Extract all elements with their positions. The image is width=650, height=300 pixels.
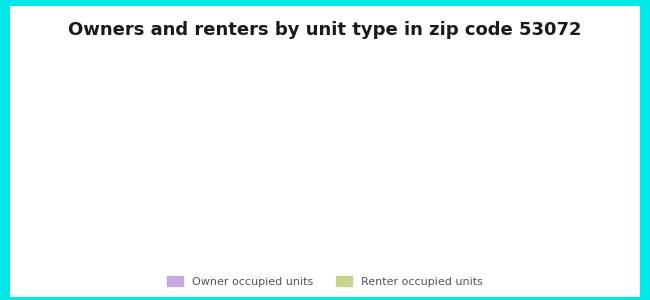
Bar: [572, 245, 595, 246]
Bar: [454, 210, 476, 246]
Bar: [361, 223, 383, 246]
Bar: [149, 217, 172, 246]
Bar: [502, 244, 524, 246]
Bar: [172, 228, 194, 246]
Bar: [78, 87, 101, 246]
Bar: [242, 228, 265, 246]
Bar: [219, 239, 242, 246]
Bar: [595, 201, 618, 246]
Text: Owners and renters by unit type in zip code 53072: Owners and renters by unit type in zip c…: [68, 21, 582, 39]
Bar: [290, 237, 313, 246]
Bar: [524, 217, 547, 246]
Bar: [313, 230, 335, 246]
Legend: Owner occupied units, Renter occupied units: Owner occupied units, Renter occupied un…: [162, 272, 488, 291]
Bar: [101, 235, 124, 246]
Bar: [431, 244, 454, 246]
Text: City-Data.com: City-Data.com: [551, 66, 625, 76]
Bar: [383, 180, 406, 246]
